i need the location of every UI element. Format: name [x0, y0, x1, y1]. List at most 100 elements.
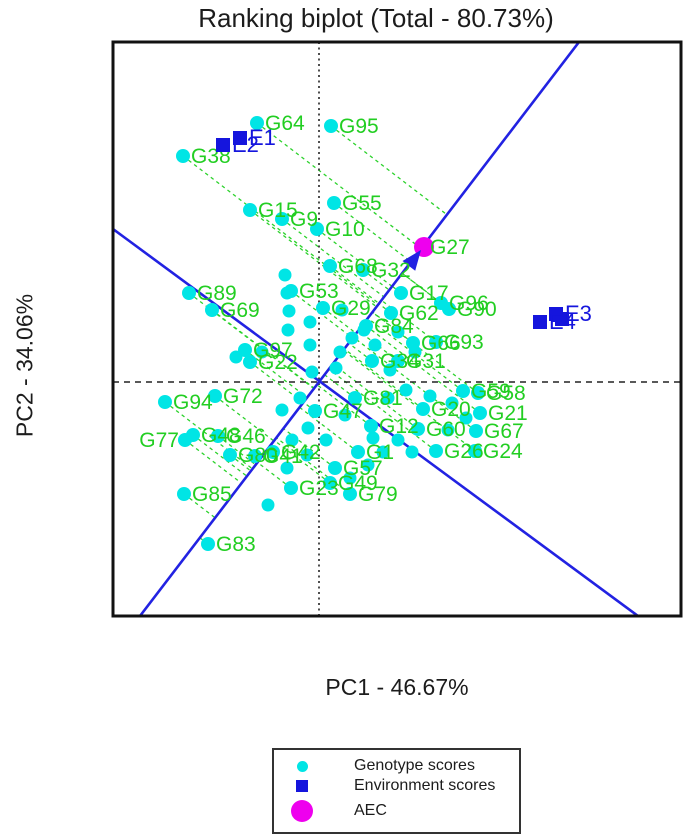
environment-label: E2	[232, 132, 259, 157]
projection-line	[352, 336, 477, 432]
genotype-point	[351, 445, 365, 459]
x-axis-label: PC1 - 46.67%	[325, 674, 469, 700]
genotype-point	[284, 284, 298, 298]
genotype-point	[411, 422, 425, 436]
genotype-label: G1	[366, 441, 394, 464]
projection-line	[182, 155, 379, 306]
chart-title: Ranking biplot (Total - 80.73%)	[198, 3, 554, 33]
genotype-point	[391, 354, 405, 368]
genotype-point	[301, 421, 315, 435]
genotype-label: G53	[299, 280, 339, 303]
genotype-point	[201, 537, 215, 551]
environment-point	[216, 138, 230, 152]
legend-label-genotype: Genotype scores	[354, 757, 475, 774]
genotype-point	[361, 458, 375, 472]
genotype-label: G46	[226, 425, 266, 448]
genotype-point	[473, 406, 487, 420]
genotype-point	[368, 338, 382, 352]
genotype-point	[293, 391, 307, 405]
genotype-label: G17	[409, 282, 449, 305]
genotype-point	[429, 444, 443, 458]
genotype-label: G59	[471, 380, 511, 403]
projection-line	[328, 368, 437, 452]
genotype-point	[205, 303, 219, 317]
genotype-point	[261, 498, 275, 512]
projection-line	[371, 311, 479, 394]
genotype-label: G42	[281, 441, 321, 464]
genotype-label: G23	[299, 477, 339, 500]
projection-line	[330, 125, 448, 216]
genotype-label: G29	[331, 297, 371, 320]
genotype-label: G69	[220, 299, 260, 322]
genotype-point	[284, 481, 298, 495]
genotype-point	[303, 338, 317, 352]
plot-content: G64 G95G38G15G9G55G10G68G32G53G29G89G69G9…	[114, 43, 680, 615]
genotype-point	[182, 286, 196, 300]
legend-label-environment: Environment scores	[354, 777, 496, 794]
genotype-point	[278, 268, 292, 282]
genotype-label: G49	[338, 472, 378, 495]
genotype-point	[423, 389, 437, 403]
genotype-point	[445, 396, 459, 410]
genotype-marker-icon	[286, 760, 318, 772]
genotype-point	[399, 383, 413, 397]
projection-line	[343, 348, 424, 410]
genotype-label: G81	[363, 387, 403, 410]
genotype-point	[469, 424, 483, 438]
projection-line	[217, 435, 257, 466]
genotype-label: G9	[290, 208, 318, 231]
genotype-point	[176, 149, 190, 163]
genotype-point	[468, 444, 482, 458]
projection-line	[316, 384, 372, 427]
environment-label: E1	[249, 125, 276, 150]
genotype-point	[459, 411, 473, 425]
projection-line	[316, 228, 393, 287]
genotype-label: G93	[444, 331, 484, 354]
genotype-label: G41	[263, 445, 303, 468]
genotype-point	[282, 304, 296, 318]
genotype-label: G32	[371, 259, 411, 282]
genotype-label: G62	[399, 302, 439, 325]
projection-line	[257, 461, 292, 489]
genotype-point	[456, 384, 470, 398]
genotype-point	[343, 471, 357, 485]
genotype-point	[405, 445, 419, 459]
projection-line	[367, 317, 464, 392]
genotype-label: G77	[139, 429, 179, 452]
genotype-label: G22	[258, 351, 298, 374]
aec-marker-icon	[286, 800, 318, 822]
genotype-label: G85	[192, 483, 232, 506]
projection-line	[329, 265, 380, 305]
genotype-point	[275, 403, 289, 417]
genotype-point	[255, 345, 269, 359]
genotype-label: G47	[323, 400, 363, 423]
genotype-point	[366, 431, 380, 445]
plot-border	[111, 40, 683, 618]
genotype-label: G26	[444, 440, 484, 463]
projection-line	[401, 272, 442, 304]
projection-line	[192, 434, 248, 477]
genotype-point	[394, 286, 408, 300]
genotype-label: G55	[342, 192, 382, 215]
legend-box: Genotype scores Environment scores AEC	[272, 748, 521, 834]
projection-line	[362, 269, 390, 291]
genotype-point	[208, 389, 222, 403]
genotype-label: G15	[258, 199, 298, 222]
genotype-point	[308, 404, 322, 418]
genotype-point	[441, 423, 455, 437]
projection-line	[244, 349, 308, 399]
genotype-point	[324, 119, 338, 133]
genotype-point	[345, 331, 359, 345]
genotype-point	[391, 433, 405, 447]
genotype-point	[303, 315, 317, 329]
genotype-label: G68	[338, 255, 378, 278]
genotype-label: G20	[431, 398, 471, 421]
genotype-label: G95	[339, 115, 379, 138]
genotype-point	[316, 301, 330, 315]
genotype-label: G57	[343, 457, 383, 480]
genotype-label: G34	[380, 350, 420, 373]
genotype-point	[300, 448, 314, 462]
genotype-point	[223, 448, 237, 462]
genotype-point	[243, 355, 257, 369]
